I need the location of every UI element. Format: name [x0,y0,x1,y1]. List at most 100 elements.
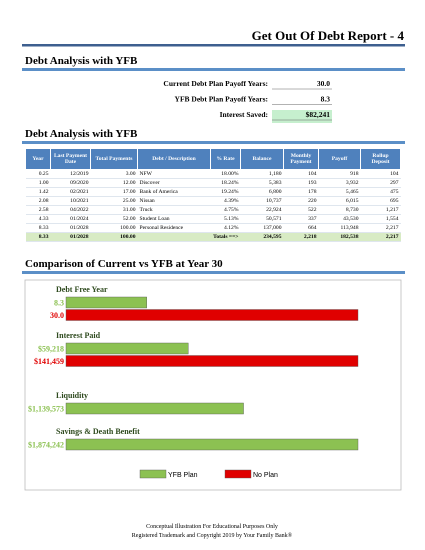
footer-line: Conceptual Illustration For Educational … [146,524,278,530]
bar [65,309,359,321]
cell: 337 [283,214,319,224]
column-header: Rollup Deposit [360,148,401,170]
cell: 31.00 [90,205,138,215]
cell: 475 [360,187,401,197]
cell: 04/2022 [50,205,91,215]
summary-value: 8.3 [321,95,331,104]
cell: 01/2028 [50,223,91,233]
cell: 100.00 [90,232,138,242]
cell: 1,217 [360,205,401,215]
cell: 193 [283,178,319,188]
cell: 12/2019 [50,169,91,179]
cell: 25.00 [90,196,138,206]
table-row: 2.58 04/2022 31.00 Truck 4.75% 22,924 522 8,730… [25,205,401,215]
column-header: Balance [240,148,284,170]
cell: 664 [283,223,319,233]
cell: Student Loan [137,214,211,224]
bar [65,402,244,415]
value-label: $1,139,573 [28,405,64,414]
cell: Discover [137,178,211,188]
summary-label: Interest Saved: [220,110,268,119]
cell: 01/2024 [50,214,91,224]
cell: 8.33 [25,232,51,242]
value-label: $141,459 [34,357,64,366]
value-label: 30.0 [50,311,64,320]
rule [22,44,405,47]
legend-label: YFB Plan [168,472,198,479]
category-label: Debt Free Year [56,285,108,294]
column-header: % Rate [210,148,241,170]
table-row: 4.33 01/2024 52.00 Student Loan 5.13% 50,571 3… [25,214,401,224]
cell: 18.00% [210,169,241,179]
bar [65,342,189,355]
cell: 137,000 [240,223,284,233]
category-label: Savings & Death Benefit [56,427,140,436]
cell: 2,217 [360,223,401,233]
cell: 19.24% [210,187,241,197]
cell: Personal Residence [137,223,211,233]
cell: NFW [137,169,211,179]
cell: 2,218 [283,232,319,242]
cell: 104 [283,169,319,179]
cell: 4.12% [210,223,241,233]
cell: 2.08 [25,196,51,206]
cell: 01/2028 [50,232,91,242]
cell: 4.33 [25,214,51,224]
value-label: $59,218 [38,345,64,354]
rule [22,141,405,144]
table-row: 2.08 10/2021 25.00 Nissan 4.39% 10,737 220 6,01… [25,196,401,206]
column-header: Payoff [318,148,361,170]
column-header: Last Payment Date [50,148,91,170]
column-header: Total Payments [90,148,138,170]
rule [22,271,405,274]
cell: 4.75% [210,205,241,215]
cell: 113,948 [318,223,361,233]
cell: 178 [283,187,319,197]
cell: 17.00 [90,187,138,197]
cell: 12.00 [90,178,138,188]
cell: 22,924 [240,205,284,215]
cell: 10,737 [240,196,284,206]
table-row: 1.00 09/2020 12.00 Discover 18.24% 5,383 193 3,… [25,178,401,188]
table-row: 1.42 02/2021 17.00 Bank of America 19.24% 6,8… [25,187,401,197]
cell: 1.42 [25,187,51,197]
cell: 6,800 [240,187,284,197]
cell: 5.13% [210,214,241,224]
section-title: Debt Analysis with YFB [25,55,138,67]
rule [22,68,405,71]
value-label: 8.3 [54,299,64,308]
totals-row: 8.33 01/2028 100.00 Totals ==> 234,595 2,218 1… [25,232,401,242]
cell [137,232,211,242]
cell: 182,538 [318,232,361,242]
cell: 8.33 [25,223,51,233]
footer-line: Registered Trademark and Copyright 2019 … [132,532,293,539]
cell: 09/2020 [50,178,91,188]
cell: 220 [283,196,319,206]
cell: 50,571 [240,214,284,224]
section-title: Debt Analysis with YFB [25,128,138,140]
bar [65,355,359,367]
bar [65,438,359,451]
cell: 5,465 [318,187,361,197]
category-label: Interest Paid [56,331,101,340]
cell: 6,015 [318,196,361,206]
chart-title: Comparison of Current vs YFB at Year 30 [25,258,223,270]
cell: 8,730 [318,205,361,215]
cell: 234,595 [240,232,284,242]
summary-value: $82,241 [306,110,331,119]
cell: 297 [360,178,401,188]
debt-table: Year Last Payment Date Total Payments Debt … [25,148,401,242]
cell: Nissan [137,196,211,206]
cell: 3.00 [90,169,138,179]
bar [65,296,147,309]
summary-value: 30.0 [317,79,330,88]
summary-label: YFB Debt Plan Payoff Years: [175,95,268,104]
category-label: Liquidity [56,391,88,400]
table-row: 8.33 01/2028 100.00 Personal Residence 4.12%… [25,223,401,233]
column-header: Monthly Payment [283,148,319,170]
cell: Totals ==> [210,232,241,242]
column-header: Year [25,148,51,170]
cell: 10/2021 [50,196,91,206]
